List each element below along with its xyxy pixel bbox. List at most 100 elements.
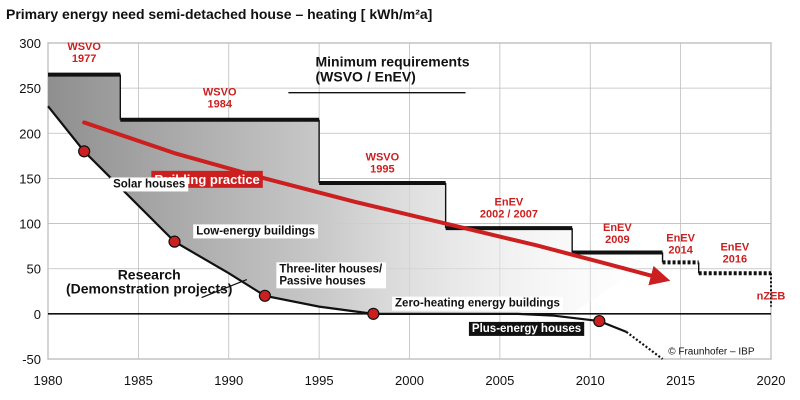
x-tick-label-line: 1980 (34, 373, 63, 388)
x-tick-label-line: 1985 (124, 373, 153, 388)
requirement-label-line: 1995 (370, 163, 394, 175)
milestone-marker (593, 314, 606, 328)
milestone-marker (78, 145, 91, 158)
milestone-label-box (276, 262, 387, 289)
milestone-label-group: Zero-heating energy buildings (392, 296, 563, 311)
y-tick-label: 50 (27, 262, 41, 277)
y-tick-label: 0 (34, 307, 41, 322)
milestone-label-line: Three-liter houses/ (279, 263, 383, 275)
y-tick-label: 250 (19, 81, 41, 96)
x-tick-label: 1995 (305, 373, 334, 388)
milestone-marker (258, 289, 271, 302)
x-tick-label-line: 1990 (214, 373, 243, 388)
milestone-marker (367, 307, 380, 320)
shaded-region (48, 74, 663, 316)
x-tick-label-line: 1995 (305, 373, 334, 388)
minimum-requirements-label-line: Minimum requirements (316, 53, 470, 69)
requirement-label-line: 1977 (72, 53, 96, 65)
milestone-label-group: Three-liter houses/Passive houses (276, 262, 387, 289)
research-label-line: (Demonstration projects) (66, 281, 232, 297)
requirement-label: nZEB (757, 290, 786, 302)
credit-label: © Fraunhofer – IBP (668, 346, 755, 357)
milestone-label-line: Low-energy buildings (196, 225, 315, 237)
milestone-label-box (468, 321, 585, 336)
requirement-label-line: EnEV (720, 242, 749, 254)
x-tick-label: 1980 (34, 373, 63, 388)
requirement-label-line: EnEV (666, 233, 695, 245)
requirement-label: WSVO 1977 (67, 41, 101, 65)
milestone-label-box (110, 177, 189, 192)
milestone-label-group: Low-energy buildings (193, 224, 319, 239)
research-curve-tail (625, 331, 664, 360)
requirement-label-line: 2014 (668, 245, 693, 257)
y-tick-label-line: 100 (19, 217, 41, 232)
minimum-requirements-label-line: (WSVO / EnEV) (316, 68, 416, 84)
requirement-label-line: WSVO (366, 151, 400, 163)
x-tick-label-line: 2020 (757, 373, 786, 388)
milestone-marker (168, 235, 181, 248)
x-tick-label: 1990 (214, 373, 243, 388)
milestone-label: Low-energy buildings (196, 225, 315, 237)
x-tick-label: 2000 (395, 373, 424, 388)
milestone-label-group: Plus-energy houses (468, 321, 585, 336)
milestone-label-line: Passive houses (279, 275, 365, 287)
milestone-label: Three-liter houses/Passive houses (279, 263, 383, 287)
requirement-label-line: 2016 (723, 254, 747, 266)
requirement-label: EnEV 2014 (666, 233, 695, 257)
x-tick-label: 1985 (124, 373, 153, 388)
research-label: Research (Demonstration projects) (66, 267, 232, 297)
research-leader (201, 278, 248, 299)
x-tick-label-line: 2010 (576, 373, 605, 388)
milestone-label: Solar houses (113, 178, 185, 190)
milestone-label-group: Solar houses (110, 177, 189, 192)
y-tick-label-line: -50 (22, 352, 41, 367)
milestone-label: Zero-heating energy buildings (395, 298, 560, 310)
y-tick-label-line: 150 (19, 171, 41, 186)
research-label-line: Research (118, 267, 181, 283)
y-tick-label: 150 (19, 171, 41, 186)
y-tick-label-line: 50 (27, 262, 41, 277)
minimum-requirements-label: Minimum requirements (WSVO / EnEV) (316, 53, 470, 84)
y-tick-label-line: 0 (34, 307, 41, 322)
requirement-label: WSVO 1984 (203, 86, 237, 110)
requirement-label: EnEV 2002 / 2007 (480, 197, 538, 221)
x-tick-label-line: 2005 (485, 373, 514, 388)
x-tick-label-line: 2015 (666, 373, 695, 388)
x-tick-label: 2010 (576, 373, 605, 388)
shaded-area (48, 74, 663, 316)
x-tick-label: 2005 (485, 373, 514, 388)
credit-label-line: © Fraunhofer – IBP (668, 346, 755, 357)
y-tick-label: -50 (22, 352, 41, 367)
x-tick-label-line: 2000 (395, 373, 424, 388)
y-tick-label: 100 (19, 217, 41, 232)
x-tick-label: 2015 (666, 373, 695, 388)
y-tick-label-line: 200 (19, 126, 41, 141)
requirement-label: EnEV 2009 (603, 222, 632, 246)
milestone-label-line: Zero-heating energy buildings (395, 298, 560, 310)
requirement-label: EnEV 2016 (720, 242, 749, 266)
requirement-label-line: WSVO (67, 41, 101, 53)
requirement-label-line: EnEV (495, 197, 524, 209)
milestone-label-line: Plus-energy houses (472, 323, 581, 335)
axes: 1980 1985 1990 1995 2000 2005 2010 2015 2020 -50 0… (19, 36, 785, 388)
y-tick-label: 300 (19, 36, 41, 51)
requirement-label-line: 1984 (207, 98, 232, 110)
y-tick-label-line: 300 (19, 36, 41, 51)
requirement-label-line: 2002 / 2007 (480, 209, 538, 221)
requirement-label-line: 2009 (605, 234, 629, 246)
x-tick-label: 2020 (757, 373, 786, 388)
y-tick-label: 200 (19, 126, 41, 141)
milestone-label-box (193, 224, 319, 239)
requirement-label: WSVO 1995 (366, 151, 400, 175)
y-tick-label-line: 250 (19, 81, 41, 96)
milestone-label-line: Solar houses (113, 178, 185, 190)
building-practice-arrow (82, 120, 671, 286)
requirement-label-line: WSVO (203, 86, 237, 98)
milestone-label-box (392, 296, 563, 311)
milestone-label: Plus-energy houses (472, 323, 581, 335)
requirement-label-line: EnEV (603, 222, 632, 234)
requirement-label-line: nZEB (757, 290, 786, 302)
chart-title: Primary energy need semi-detached house … (6, 6, 432, 22)
